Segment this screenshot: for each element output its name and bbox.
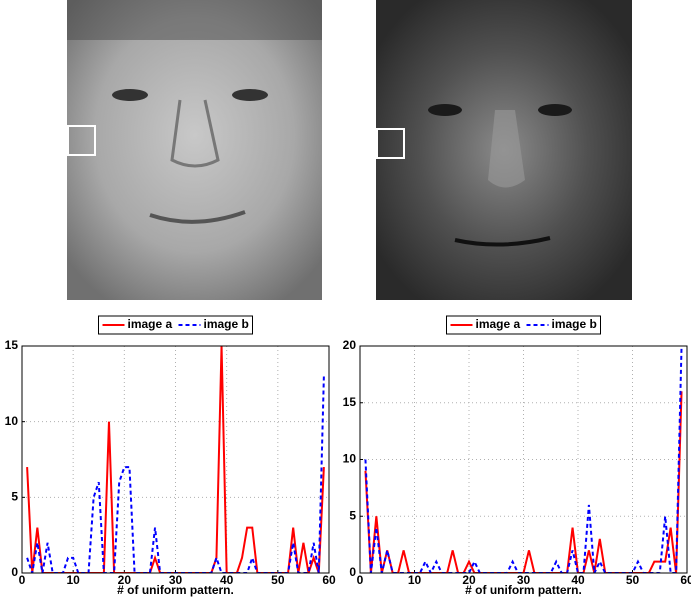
x-tick-label: 50 <box>626 573 640 587</box>
legend-box <box>98 315 253 335</box>
x-tick-label: 40 <box>220 573 234 587</box>
y-tick-label: 5 <box>349 508 356 522</box>
y-tick-label: 0 <box>349 565 356 579</box>
y-tick-label: 5 <box>11 490 18 504</box>
x-tick-label: 10 <box>408 573 422 587</box>
x-tick-label: 30 <box>517 573 531 587</box>
photo-a <box>67 0 322 300</box>
legend-box <box>446 315 601 335</box>
chart: 0 10 20 30 40 50 60 0 5 10 15 # of uniform pattern.… <box>5 315 336 597</box>
axes-frame <box>359 345 688 574</box>
x-tick-label: 60 <box>680 573 691 587</box>
x-tick-label: 0 <box>357 573 364 587</box>
legend-label: image b <box>204 317 249 331</box>
x-tick-label: 10 <box>66 573 80 587</box>
x-tick-label: 60 <box>322 573 336 587</box>
y-tick-label: 0 <box>11 565 18 579</box>
legend-label: image a <box>476 317 521 331</box>
y-tick-label: 10 <box>5 414 19 428</box>
plot-area <box>22 346 329 573</box>
x-axis-label: # of uniform pattern. <box>117 583 234 597</box>
x-tick-label: 0 <box>19 573 26 587</box>
x-tick-label: 30 <box>169 573 183 587</box>
x-tick-label: 50 <box>271 573 285 587</box>
x-tick-label: 40 <box>571 573 585 587</box>
legend-label: image a <box>128 317 173 331</box>
y-tick-label: 20 <box>343 338 357 352</box>
y-tick-label: 15 <box>5 338 19 352</box>
legend: image a image b <box>98 315 253 335</box>
legend-label: image b <box>552 317 597 331</box>
y-tick-label: 10 <box>343 452 357 466</box>
legend: image a image b <box>446 315 601 335</box>
x-tick-label: 20 <box>118 573 132 587</box>
x-axis-label: # of uniform pattern. <box>465 583 582 597</box>
y-tick-label: 15 <box>343 395 357 409</box>
photo-b <box>376 0 632 300</box>
x-tick-label: 20 <box>462 573 476 587</box>
axes-frame <box>21 345 330 574</box>
